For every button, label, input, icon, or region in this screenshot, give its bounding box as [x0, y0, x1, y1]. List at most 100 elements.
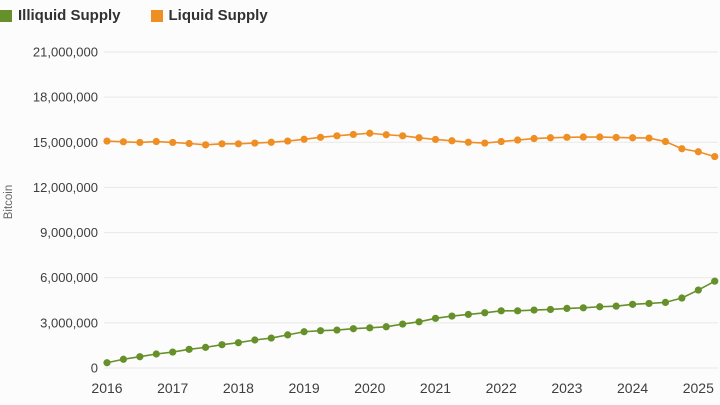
data-point[interactable] [694, 148, 702, 156]
data-point[interactable] [234, 339, 242, 347]
series-line-0 [106, 280, 716, 364]
data-point[interactable] [284, 137, 292, 145]
data-point[interactable] [563, 304, 571, 313]
data-point[interactable] [284, 331, 292, 339]
data-point[interactable] [300, 328, 308, 336]
data-point[interactable] [415, 134, 423, 142]
data-point[interactable] [349, 130, 357, 139]
data-point[interactable] [711, 152, 719, 161]
data-point[interactable] [514, 307, 522, 315]
data-point[interactable] [645, 134, 653, 142]
data-point[interactable] [481, 309, 489, 317]
data-point[interactable] [316, 133, 325, 141]
data-point[interactable] [169, 348, 177, 356]
x-axis-tick-label: 2023 [551, 380, 582, 396]
y-axis-tick-label: 6,000,000 [40, 270, 98, 285]
data-point[interactable] [563, 133, 571, 141]
liquid-supply-legend-label: Liquid Supply [168, 7, 268, 24]
data-point[interactable] [694, 286, 702, 294]
data-point[interactable] [661, 137, 670, 146]
x-axis-tick-label: 2022 [486, 380, 517, 396]
data-point[interactable] [530, 306, 538, 314]
x-axis-tick-label: 2024 [617, 380, 648, 396]
data-point[interactable] [251, 139, 259, 147]
data-point[interactable] [234, 140, 242, 148]
data-point[interactable] [152, 137, 160, 146]
x-axis-tick-label: 2021 [420, 380, 451, 396]
data-point[interactable] [612, 133, 620, 142]
data-point[interactable] [136, 353, 144, 361]
liquid-supply-swatch-icon [150, 9, 163, 22]
data-point[interactable] [382, 131, 390, 139]
data-point[interactable] [218, 140, 226, 148]
x-axis-tick-label: 2020 [354, 380, 385, 396]
data-point[interactable] [333, 326, 341, 334]
data-point[interactable] [514, 136, 522, 144]
data-point[interactable] [201, 141, 210, 149]
data-point[interactable] [431, 314, 440, 322]
data-point[interactable] [661, 298, 670, 306]
illiquid-supply-swatch-icon [0, 9, 12, 22]
data-point[interactable] [481, 139, 489, 147]
data-point[interactable] [152, 350, 160, 358]
data-point[interactable] [366, 324, 374, 332]
data-point[interactable] [678, 145, 686, 153]
legend-item-illiquid-supply[interactable]: Illiquid Supply [0, 8, 121, 23]
data-point[interactable] [678, 294, 686, 302]
data-point[interactable] [267, 138, 275, 146]
data-point[interactable] [169, 138, 177, 147]
data-point[interactable] [185, 139, 193, 148]
data-point[interactable] [596, 303, 604, 311]
data-point[interactable] [497, 307, 505, 315]
y-axis-tick-label: 0 [91, 361, 98, 376]
data-point[interactable] [415, 318, 423, 326]
data-point[interactable] [612, 302, 620, 310]
data-point[interactable] [399, 320, 407, 328]
data-point[interactable] [201, 343, 210, 351]
data-point[interactable] [464, 138, 472, 146]
data-point[interactable] [448, 312, 456, 320]
y-axis-tick-label: 15,000,000 [33, 135, 98, 150]
data-point[interactable] [497, 137, 505, 146]
data-point[interactable] [399, 132, 407, 140]
data-point[interactable] [251, 336, 259, 344]
legend-item-liquid-supply[interactable]: Liquid Supply [150, 7, 268, 24]
y-axis-tick-label: 18,000,000 [33, 90, 98, 105]
data-point[interactable] [530, 134, 538, 143]
data-point[interactable] [464, 310, 472, 319]
data-point[interactable] [448, 137, 456, 145]
data-point[interactable] [366, 129, 374, 137]
data-point[interactable] [579, 133, 587, 141]
data-point[interactable] [103, 137, 111, 145]
data-point[interactable] [546, 305, 555, 314]
data-point[interactable] [119, 355, 128, 363]
x-axis-tick-label: 2016 [91, 380, 122, 396]
data-point[interactable] [316, 327, 325, 335]
data-point[interactable] [333, 132, 341, 140]
data-point[interactable] [629, 134, 637, 142]
data-point[interactable] [349, 325, 357, 333]
data-point[interactable] [382, 323, 390, 331]
data-point[interactable] [579, 304, 587, 312]
data-point[interactable] [185, 345, 193, 353]
data-point[interactable] [218, 341, 226, 349]
y-axis-tick-label: 3,000,000 [40, 315, 98, 330]
data-point[interactable] [103, 359, 111, 367]
x-axis-tick-label: 2018 [223, 380, 254, 396]
data-point[interactable] [629, 300, 637, 308]
data-point[interactable] [431, 135, 440, 144]
data-point[interactable] [119, 138, 128, 146]
data-point[interactable] [546, 134, 555, 142]
data-point[interactable] [645, 299, 653, 308]
data-point[interactable] [300, 135, 308, 143]
x-axis-tick-label: 2025 [683, 380, 714, 396]
illiquid-supply-legend-label: Illiquid Supply [18, 7, 121, 24]
x-axis-tick-label: 2017 [157, 380, 188, 396]
data-point[interactable] [711, 277, 719, 285]
data-point[interactable] [136, 138, 144, 147]
data-point[interactable] [267, 334, 275, 342]
data-point[interactable] [596, 133, 604, 141]
chart-legend: Illiquid Supply Liquid Supply [0, 8, 268, 23]
